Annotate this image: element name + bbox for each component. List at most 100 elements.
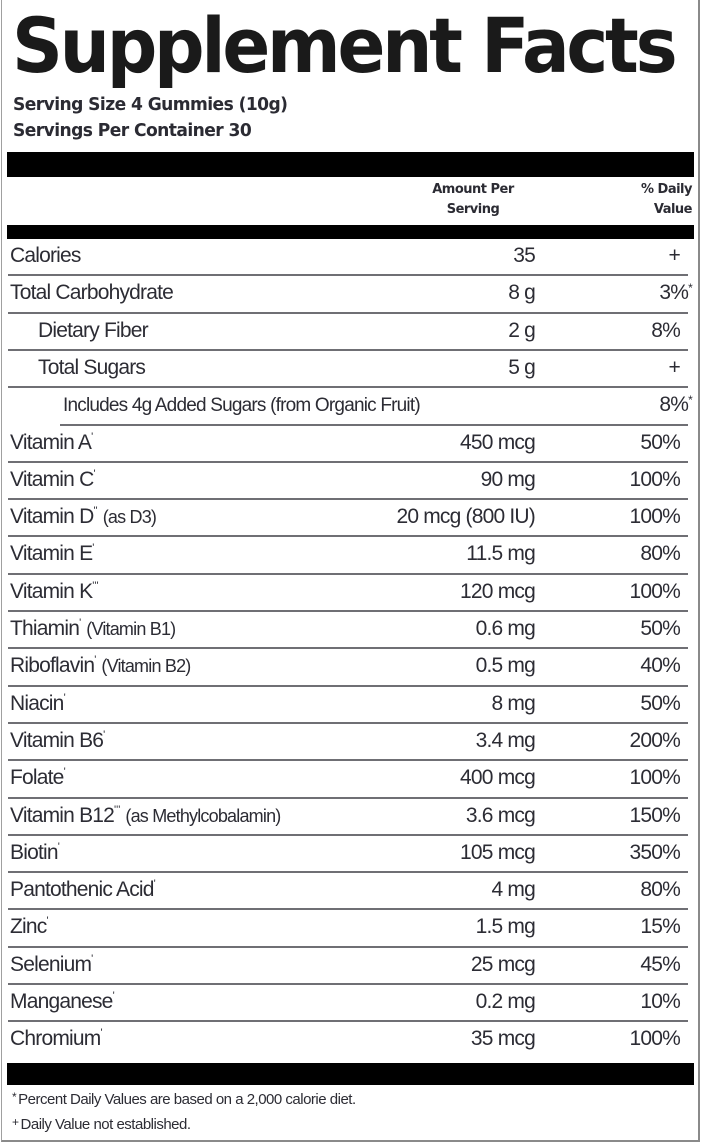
dv-header-line1: % Daily (640, 182, 693, 197)
table-row: Calories 35 + (0, 240, 704, 277)
footnote-marker: ' (91, 431, 94, 443)
row-divider (8, 573, 688, 575)
amount-per-serving: 0.6 mg (475, 617, 536, 640)
daily-value-text: 50% (640, 617, 680, 640)
footnote-marker: ' (91, 953, 94, 965)
daily-value-marker: * (688, 281, 693, 295)
daily-value: 100% (629, 766, 680, 790)
daily-value: 100% (629, 1027, 680, 1051)
amount-per-serving: 8 g (508, 281, 536, 304)
daily-value-text: 50% (640, 692, 680, 715)
amount-per-serving: 35 mcg (470, 1027, 536, 1050)
row-divider (8, 834, 688, 836)
table-row: Total Sugars 5 g + (0, 352, 704, 389)
amount-per-serving: 8 mg (491, 692, 536, 715)
row-divider (8, 312, 688, 314)
thick-divider-top (7, 152, 694, 177)
servings-per-container: Servings Per Container 30 (13, 120, 252, 141)
nutrient-name: Total Sugars (38, 356, 146, 380)
daily-value-text: + (668, 356, 681, 379)
amount-per-serving: 5 g (508, 356, 536, 379)
thick-divider-header (7, 225, 694, 239)
daily-value-text: 200% (629, 729, 680, 752)
daily-value-text: 15% (640, 915, 680, 938)
row-divider (8, 386, 688, 388)
daily-value-text: 8% (659, 393, 689, 416)
nutrient-label: Selenium (10, 953, 92, 976)
nutrient-name: Dietary Fiber (38, 319, 149, 343)
daily-value: 100% (629, 505, 680, 529)
row-divider (8, 498, 688, 500)
daily-value: 50% (640, 692, 680, 716)
nutrient-label: Zinc (10, 915, 47, 938)
table-row: Vitamin B12''' (as Methylcobalamin) 3.6 m… (0, 800, 704, 837)
nutrient-qualifier: (as Methylcobalamin) (125, 806, 281, 826)
nutrient-name: Pantothenic Acid' (10, 878, 156, 902)
nutrient-name: Vitamin B6' (10, 729, 105, 753)
amount-per-serving: 25 mcg (470, 953, 536, 976)
row-divider (8, 908, 688, 910)
nutrient-label: Pantothenic Acid (10, 878, 154, 901)
daily-value: 50% (640, 617, 680, 641)
amount-per-serving: 4 mg (491, 878, 536, 901)
daily-value-text: 80% (640, 542, 680, 565)
nutrient-label: Folate (10, 766, 64, 789)
daily-value: 10% (640, 990, 680, 1014)
table-row: Dietary Fiber 2 g 8% (0, 315, 704, 352)
table-row: Total Carbohydrate 8 g 3%* (0, 277, 704, 314)
daily-value-text: 10% (640, 990, 680, 1013)
row-divider (8, 871, 688, 873)
daily-value-text: 100% (629, 766, 680, 789)
daily-value-text: 80% (640, 878, 680, 901)
nutrient-name: Calories (10, 244, 81, 268)
daily-value-text: 45% (640, 953, 680, 976)
footnote-marker: ' (103, 729, 106, 741)
nutrient-name: Vitamin A' (10, 431, 93, 455)
daily-value: + (668, 356, 681, 380)
amount-per-serving: 20 mcg (800 IU) (396, 505, 535, 528)
thick-divider-bottom (7, 1063, 694, 1085)
nutrient-name: Includes 4g Added Sugars (from Organic F… (63, 393, 421, 417)
table-row: Thiamin' (Vitamin B1) 0.6 mg 50% (0, 613, 704, 650)
daily-value-text: 3% (659, 281, 689, 304)
nutrient-name: Vitamin B12''' (as Methylcobalamin) (10, 804, 281, 828)
table-row: Vitamin K''' 120 mcg 100% (0, 576, 704, 613)
table-row: Zinc' 1.5 mg 15% (0, 911, 704, 948)
daily-value: 80% (640, 878, 680, 902)
dv-header-line2: Value (653, 202, 693, 217)
nutrient-name: Riboflavin' (Vitamin B2) (10, 654, 191, 678)
row-divider (8, 685, 688, 687)
footnote-marker: ' (79, 617, 82, 629)
daily-value-header: % Daily Value (612, 180, 693, 220)
table-row: Riboflavin' (Vitamin B2) 0.5 mg 40% (0, 650, 704, 687)
daily-value: 150% (629, 804, 680, 828)
row-divider (8, 535, 688, 537)
table-row: Chromium' 35 mcg 100% (0, 1023, 704, 1060)
row-divider (8, 759, 688, 761)
nutrient-label: Niacin (10, 692, 64, 715)
footnote-marker: ' (63, 766, 66, 778)
daily-value: 8%* (659, 393, 692, 417)
nutrient-label: Vitamin B6 (10, 729, 104, 752)
table-row: Vitamin B6' 3.4 mg 200% (0, 725, 704, 762)
daily-value: 3%* (659, 281, 692, 305)
nutrient-qualifier: (Vitamin B2) (101, 656, 191, 676)
daily-value-text: 100% (629, 468, 680, 491)
row-divider (8, 983, 688, 985)
daily-value-marker: * (688, 393, 693, 407)
footnote-percent-dv: * Percent Daily Values are based on a 2,0… (12, 1090, 356, 1108)
amount-per-serving: 1.5 mg (475, 915, 536, 938)
table-row: Includes 4g Added Sugars (from Organic F… (0, 389, 704, 426)
nutrient-label: Manganese (10, 990, 113, 1013)
footnote-text: Daily Value not established. (20, 1116, 192, 1133)
amount-per-serving: 400 mcg (460, 766, 536, 789)
daily-value-text: 100% (629, 505, 680, 528)
footnote-marker: '' (93, 505, 98, 517)
footnote-marker: ' (94, 654, 97, 666)
label-title: Supplement Facts (12, 1, 678, 90)
amount-per-serving: 2 g (508, 319, 536, 342)
footnote-marker: ' (112, 990, 115, 1002)
nutrient-label: Vitamin B12 (10, 804, 115, 827)
nutrient-name: Vitamin E' (10, 542, 94, 566)
nutrient-label: Vitamin C (10, 468, 94, 491)
